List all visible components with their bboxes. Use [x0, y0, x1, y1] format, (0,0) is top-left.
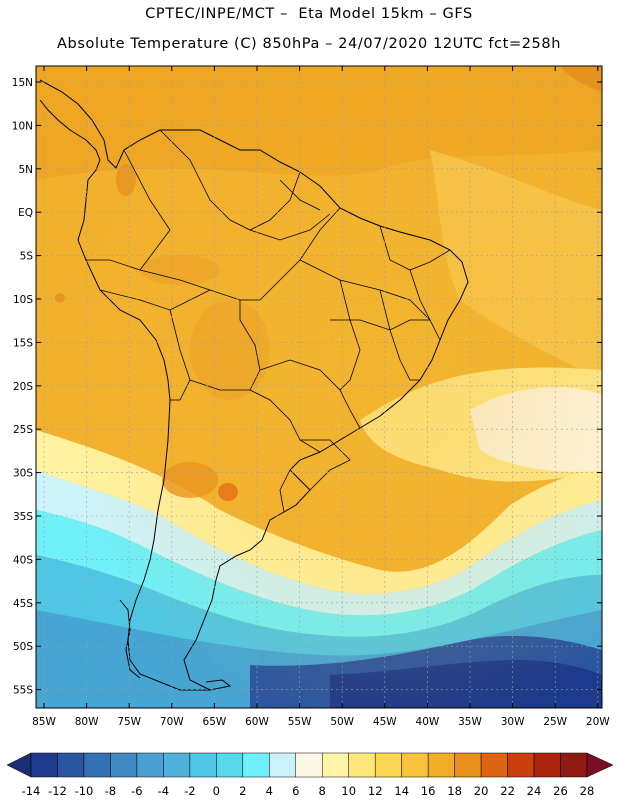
colorbar-swatch	[454, 752, 482, 778]
latitude-axis: 15N 10N 5N EQ 5S 10S 15S 20S 25S 30S 35S 40S 45S 50S 5…	[12, 77, 602, 697]
lat-label: 50S	[13, 641, 33, 653]
colorbar-label: 14	[394, 784, 409, 798]
colorbar-swatch	[480, 752, 508, 778]
lat-label: 5S	[20, 251, 34, 263]
longitude-axis: 85W 80W 75W 70W 65W 60W 55W 50W 45W 40W 35W 30W 25W 2…	[32, 66, 610, 728]
lon-label: 75W	[117, 716, 141, 728]
colorbar-swatch	[83, 752, 111, 778]
colorbar-swatch	[57, 752, 85, 778]
colorbar-swatch	[533, 752, 561, 778]
colorbar-label: 4	[266, 784, 273, 798]
colorbar-labels: -14 -12 -10 -8 -6 -4 -2 0 2 4 6 8 10 12 14 16 18 20 22 24 26…	[22, 784, 595, 798]
colorbar-label: 12	[368, 784, 383, 798]
colorbar-swatch	[163, 752, 191, 778]
colorbar-label: 26	[553, 784, 568, 798]
lat-label: 5N	[18, 164, 33, 176]
colorbar-label: 18	[447, 784, 462, 798]
colorbar-swatch	[374, 752, 402, 778]
colorbar-swatch	[427, 752, 455, 778]
lat-label: 10N	[12, 120, 33, 132]
colorbar-label: -2	[184, 784, 195, 798]
colorbar-label: 2	[239, 784, 246, 798]
lat-label: 20S	[13, 381, 33, 393]
colorbar-swatch	[269, 752, 297, 778]
colorbar-label: 0	[213, 784, 220, 798]
colorbar-label: 22	[500, 784, 515, 798]
chart-title-line1: CPTEC/INPE/MCT – Eta Model 15km – GFS	[145, 6, 473, 22]
lat-label: 30S	[13, 468, 33, 480]
colorbar-label: -6	[131, 784, 142, 798]
colorbar-swatch	[136, 752, 164, 778]
colorbar-high-arrow	[586, 752, 614, 778]
colorbar-swatch	[401, 752, 429, 778]
lon-label: 80W	[75, 716, 99, 728]
lat-label: 10S	[13, 294, 33, 306]
lon-label: 55W	[288, 716, 312, 728]
colorbar-label: 24	[527, 784, 542, 798]
lon-label: 35W	[458, 716, 482, 728]
lat-label: 40S	[13, 554, 33, 566]
colorbar-swatch	[321, 752, 349, 778]
colorbar-low-arrow	[6, 752, 32, 778]
graticule	[36, 66, 602, 708]
map-frame	[35, 65, 603, 709]
lon-label: 25W	[543, 716, 567, 728]
colorbar-swatch	[295, 752, 323, 778]
lat-label: 45S	[13, 598, 33, 610]
lon-label: 45W	[373, 716, 397, 728]
colorbar-label: -10	[75, 784, 94, 798]
colorbar-label: 28	[580, 784, 595, 798]
lat-label: 25S	[13, 424, 33, 436]
chart-title-line2: Absolute Temperature (C) 850hPa – 24/07/…	[57, 36, 561, 52]
colorbar-swatch	[507, 752, 535, 778]
lon-label: 30W	[501, 716, 525, 728]
lon-label: 50W	[330, 716, 354, 728]
colorbar-label: 20	[474, 784, 489, 798]
lat-label: 35S	[13, 511, 33, 523]
colorbar-label: 6	[292, 784, 299, 798]
lon-label: 70W	[160, 716, 184, 728]
lat-label: 15S	[13, 337, 33, 349]
colorbar-swatch	[110, 752, 138, 778]
lat-label: 15N	[12, 77, 33, 89]
colorbar-swatch	[348, 752, 376, 778]
colorbar-label: -14	[22, 784, 41, 798]
colorbar-swatch	[560, 752, 588, 778]
colorbar-swatch	[242, 752, 270, 778]
colorbar-swatch	[189, 752, 217, 778]
temperature-field	[36, 66, 602, 708]
colorbar-swatch	[30, 752, 58, 778]
lon-label: 60W	[245, 716, 269, 728]
lat-label: EQ	[18, 207, 33, 219]
colorbar-label: 8	[319, 784, 326, 798]
lat-label: 55S	[13, 685, 33, 697]
colorbar-label: 10	[341, 784, 356, 798]
colorbar-swatch	[216, 752, 244, 778]
colorbar-label: -4	[158, 784, 169, 798]
colorbar-label: 16	[421, 784, 436, 798]
lon-label: 85W	[32, 716, 56, 728]
colorbar-label: -12	[48, 784, 67, 798]
country-borders	[86, 129, 451, 513]
colorbar-label: -8	[105, 784, 116, 798]
colorbar	[6, 752, 614, 778]
lon-label: 20W	[586, 716, 610, 728]
lon-label: 40W	[416, 716, 440, 728]
lon-label: 65W	[203, 716, 227, 728]
